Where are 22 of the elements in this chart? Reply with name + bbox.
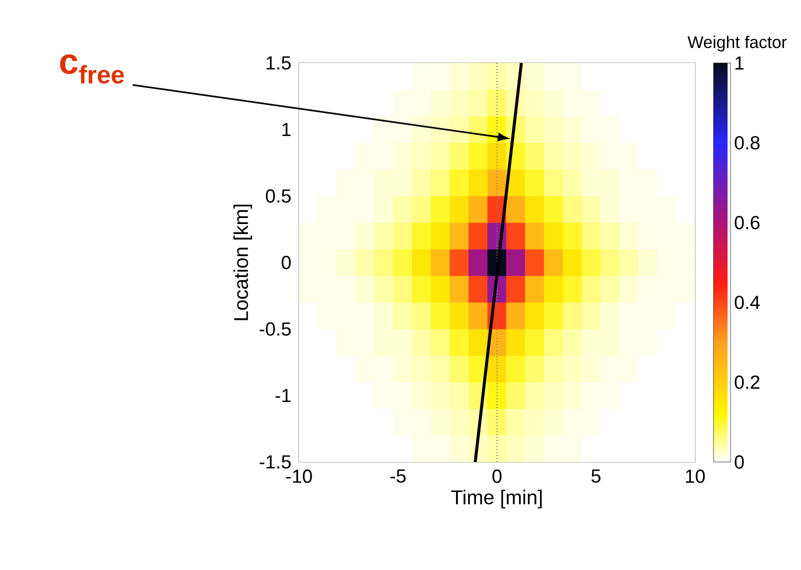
color-bar-label: 1: [735, 56, 744, 70]
color-bar-label: 0.8: [734, 136, 760, 150]
y-tick-label: 1: [282, 122, 291, 136]
y-tick-label: -0.5: [260, 322, 291, 336]
y-tick-label: 0.5: [266, 189, 291, 203]
y-tick-label: 0: [282, 256, 291, 270]
y-tick-label: -1.5: [260, 455, 291, 469]
y-axis-title: Location [km]: [233, 204, 252, 320]
text: c$_{free}$: [60, 54, 124, 84]
x-tick-label: -5: [390, 470, 406, 483]
color-bar-label: 0.4: [734, 296, 760, 310]
x-tick-label: 0: [492, 470, 502, 483]
color-bar-label: 0.2: [734, 375, 760, 389]
color-bar-label: 0: [734, 455, 744, 469]
color-bar-label: 0.6: [734, 216, 760, 230]
x-axis-title: Time [min]: [451, 490, 542, 508]
x-tick-label: 5: [591, 470, 600, 483]
y-tick-label: 1.5: [266, 56, 291, 70]
x-tick-label: 10: [686, 470, 705, 483]
y-tick-label: -1: [275, 388, 291, 402]
color-bar-title: Weight factor: [688, 36, 787, 52]
x-tick-label: -10: [286, 470, 312, 483]
